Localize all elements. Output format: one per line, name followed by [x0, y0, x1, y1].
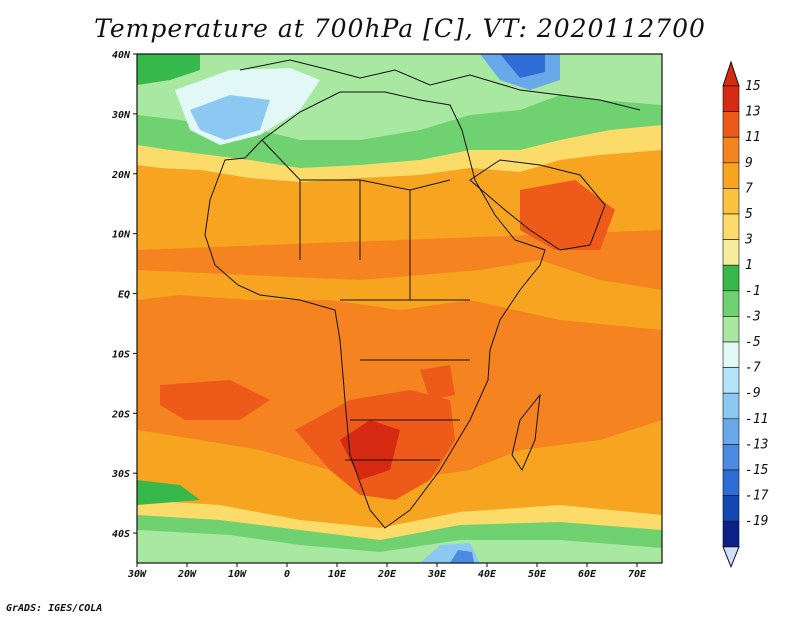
colorbar-label: -13 [745, 437, 768, 452]
colorbar-swatch [722, 367, 740, 394]
lat-tick-label: 10N [112, 230, 131, 241]
country-borders [299, 180, 470, 461]
colorbar-label: -7 [745, 361, 761, 376]
colorbar-label: -5 [745, 335, 761, 350]
lat-tick-label: EQ [118, 290, 130, 301]
colorbar-swatch [722, 85, 740, 112]
colorbar-swatch [722, 264, 740, 292]
colorbar-label: -19 [745, 514, 768, 529]
colorbar-label: -15 [745, 463, 769, 478]
colorbar-swatch [722, 239, 740, 266]
lon-tick-label: 50E [528, 569, 547, 580]
colorbar-label: 13 [745, 105, 761, 120]
colorbar-swatch [722, 495, 740, 522]
colorbar-swatch [722, 341, 740, 368]
madagascar-coastline [511, 393, 541, 472]
lat-tick-label: 30S [111, 469, 130, 480]
footer-credit: GrADS: IGES/COLA [6, 603, 103, 614]
lon-tick-label: 10W [228, 569, 247, 580]
colorbar-swatch [722, 316, 740, 343]
colorbar: 15 13 11 9 7 5 3 1 -1 -3 -5 -7 -9 -11 -13 -15 -17 -19 [722, 60, 769, 569]
colorbar-swatch [722, 520, 740, 548]
lon-tick-label: 30W [127, 569, 147, 580]
colorbar-lower-arrow [722, 546, 740, 569]
lon-tick-label: 60E [578, 569, 597, 580]
lat-tick-label: 40S [112, 529, 130, 540]
arabia-coastline [469, 159, 606, 251]
coastline-borders [204, 59, 641, 529]
lat-tick-label: 40N [112, 50, 131, 61]
temperature-field [137, 54, 662, 563]
lat-tick-label: 20N [111, 170, 131, 181]
lon-tick-label: 30E [427, 569, 447, 580]
colorbar-label: -9 [745, 386, 761, 401]
colorbar-label: -1 [745, 284, 761, 299]
lon-tick-label: 70E [628, 569, 647, 580]
colorbar-swatch [722, 418, 740, 445]
plot-frame [136, 53, 663, 564]
lat-tick-label: 20S [111, 409, 130, 420]
colorbar-label: 9 [745, 156, 753, 171]
colorbar-label: 1 [745, 258, 753, 273]
colorbar-label: -17 [745, 489, 769, 504]
colorbar-swatch [722, 213, 740, 240]
colorbar-label: -3 [745, 309, 761, 324]
africa-coastline [204, 91, 546, 529]
colorbar-label: 15 [745, 79, 761, 94]
lon-tick-label: 20W [177, 569, 197, 580]
colorbar-swatch [722, 444, 740, 471]
lat-tick-label: 10S [112, 349, 130, 360]
lat-tick-label: 30N [111, 110, 131, 121]
latitude-axis: 40N 30N 20N 10N EQ 10S 20S 30S 40S [111, 50, 137, 540]
colorbar-swatch [722, 469, 740, 496]
mediterranean-coast [239, 59, 641, 111]
colorbar-swatch [722, 188, 740, 215]
colorbar-label: 7 [745, 181, 753, 196]
lon-tick-label: 20E [377, 569, 397, 580]
colorbar-swatch [722, 392, 740, 420]
lon-tick-label: 40E [478, 569, 497, 580]
colorbar-swatch [722, 111, 740, 138]
lon-tick-label: 10E [328, 569, 347, 580]
colorbar-upper-arrow [722, 60, 740, 87]
lon-tick-label: 0 [284, 569, 290, 580]
colorbar-label: 3 [744, 233, 753, 248]
colorbar-swatch [722, 290, 740, 317]
longitude-axis: 30W 20W 10W 0 10E 20E 30E 40E 50E 60E 70E [127, 563, 647, 580]
map-title: Temperature at 700hPa [C], VT: 202011270… [94, 14, 706, 43]
colorbar-label: 11 [745, 130, 761, 145]
colorbar-label: 5 [745, 207, 753, 222]
colorbar-label: -11 [745, 412, 768, 427]
colorbar-swatch [722, 162, 740, 189]
colorbar-swatch [722, 136, 740, 164]
